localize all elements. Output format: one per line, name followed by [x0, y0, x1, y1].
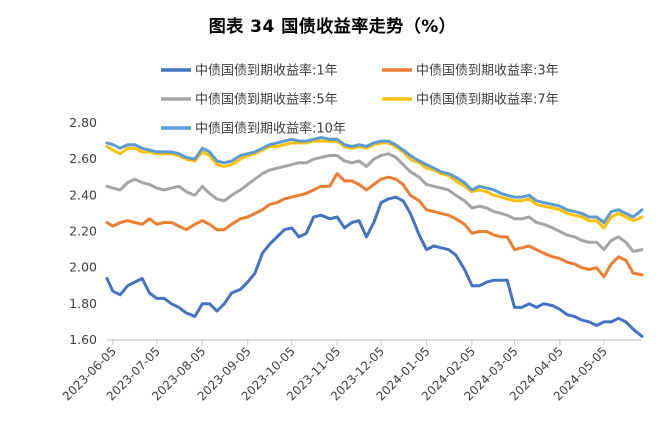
- y-axis: 1.60 1.80 2.00 2.20 2.40 2.60 2.80: [69, 115, 97, 347]
- y-tick-label: 2.20: [69, 224, 97, 239]
- legend-label-4: 中债国债到期收益率:7年: [416, 92, 559, 108]
- series-line-1: [105, 195, 644, 338]
- series-line-3: [105, 152, 644, 253]
- legend-label-2: 中债国债到期收益率:3年: [416, 63, 559, 79]
- series-line-2: [105, 172, 644, 279]
- y-tick-label: 2.60: [69, 151, 97, 166]
- legend-label-5: 中债国债到期收益率:10年: [195, 121, 346, 137]
- y-tick-label: 1.80: [69, 296, 97, 311]
- series-lines: [105, 136, 644, 338]
- series-line-4: [105, 139, 644, 230]
- y-tick-label: 1.60: [69, 332, 97, 347]
- x-axis: 2023-06-052023-07-052023-08-052023-09-05…: [60, 339, 642, 403]
- series-line-5: [105, 136, 644, 224]
- y-tick-label: 2.40: [69, 187, 97, 202]
- y-tick-label: 2.00: [69, 260, 97, 275]
- legend-label-1: 中债国债到期收益率:1年: [195, 63, 338, 79]
- y-tick-label: 2.80: [69, 115, 97, 130]
- legend-label-3: 中债国债到期收益率:5年: [195, 92, 338, 108]
- chart-title: 图表 34 国债收益率走势（%）: [208, 17, 457, 37]
